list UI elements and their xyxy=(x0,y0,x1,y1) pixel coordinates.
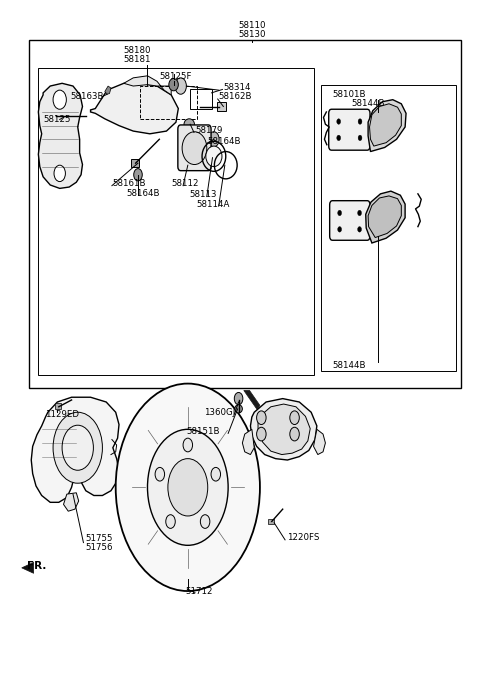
Circle shape xyxy=(155,467,165,481)
Text: 51756: 51756 xyxy=(86,543,113,552)
Circle shape xyxy=(200,515,210,528)
Text: 58164B: 58164B xyxy=(208,137,241,146)
Circle shape xyxy=(175,78,186,94)
Circle shape xyxy=(168,459,208,516)
Bar xyxy=(267,519,274,524)
Text: 58110: 58110 xyxy=(238,21,265,30)
Polygon shape xyxy=(242,429,254,455)
Circle shape xyxy=(54,165,65,182)
Circle shape xyxy=(358,135,362,140)
Text: 1129ED: 1129ED xyxy=(46,410,80,419)
Text: 58162B: 58162B xyxy=(219,92,252,101)
Circle shape xyxy=(62,425,94,471)
Circle shape xyxy=(337,119,341,125)
Circle shape xyxy=(338,226,342,232)
Circle shape xyxy=(183,438,192,452)
Text: 58125: 58125 xyxy=(43,115,71,124)
Ellipse shape xyxy=(235,405,242,413)
Polygon shape xyxy=(91,83,179,133)
Circle shape xyxy=(290,427,300,441)
Text: 58151B: 58151B xyxy=(186,427,220,436)
Text: 58180: 58180 xyxy=(124,46,151,55)
Polygon shape xyxy=(370,104,401,146)
Bar xyxy=(217,103,226,111)
Polygon shape xyxy=(124,76,171,95)
Ellipse shape xyxy=(206,146,222,166)
Polygon shape xyxy=(251,398,317,460)
Circle shape xyxy=(116,384,260,591)
Polygon shape xyxy=(105,86,111,94)
Text: 58161B: 58161B xyxy=(113,179,146,188)
FancyBboxPatch shape xyxy=(178,125,211,171)
Bar xyxy=(55,403,61,409)
Text: 58114A: 58114A xyxy=(196,200,230,208)
Bar xyxy=(321,85,456,372)
Text: 58164B: 58164B xyxy=(126,189,160,197)
Circle shape xyxy=(211,467,220,481)
Circle shape xyxy=(338,211,342,216)
Circle shape xyxy=(53,90,66,109)
Polygon shape xyxy=(38,83,83,189)
Text: 58181: 58181 xyxy=(124,55,151,64)
Bar xyxy=(140,86,197,119)
Circle shape xyxy=(337,135,341,140)
Text: 1220FS: 1220FS xyxy=(288,533,320,542)
Ellipse shape xyxy=(182,132,207,164)
Polygon shape xyxy=(366,191,405,243)
FancyBboxPatch shape xyxy=(329,109,370,150)
Text: 58112: 58112 xyxy=(172,179,199,188)
Text: 51755: 51755 xyxy=(86,534,113,543)
Polygon shape xyxy=(313,429,325,455)
Text: FR.: FR. xyxy=(27,561,47,571)
Text: 58101B: 58101B xyxy=(333,90,366,99)
Polygon shape xyxy=(244,390,260,409)
Text: 58179: 58179 xyxy=(195,126,222,135)
Bar xyxy=(190,89,212,109)
Text: 58130: 58130 xyxy=(238,30,265,39)
Polygon shape xyxy=(368,100,406,151)
Circle shape xyxy=(257,427,266,441)
Text: 58163B: 58163B xyxy=(71,92,104,101)
Bar xyxy=(131,159,139,167)
Circle shape xyxy=(290,411,300,424)
Text: 58125F: 58125F xyxy=(159,72,192,81)
Bar xyxy=(29,41,461,388)
Circle shape xyxy=(358,119,362,125)
FancyBboxPatch shape xyxy=(330,201,370,240)
Text: 51712: 51712 xyxy=(185,587,213,596)
Text: 58144B: 58144B xyxy=(351,99,385,108)
Polygon shape xyxy=(22,562,34,573)
Circle shape xyxy=(166,515,175,528)
Text: 1360GJ: 1360GJ xyxy=(204,408,236,417)
Polygon shape xyxy=(258,404,310,455)
Polygon shape xyxy=(63,493,79,511)
Ellipse shape xyxy=(184,119,194,130)
Bar xyxy=(38,67,313,375)
Circle shape xyxy=(134,169,142,181)
Polygon shape xyxy=(368,196,401,237)
Text: 58144B: 58144B xyxy=(333,361,366,370)
Polygon shape xyxy=(31,397,119,502)
Circle shape xyxy=(257,411,266,424)
Circle shape xyxy=(358,211,361,216)
Circle shape xyxy=(53,412,102,483)
Circle shape xyxy=(147,429,228,546)
Circle shape xyxy=(209,132,219,147)
Circle shape xyxy=(234,392,243,405)
Text: 58113: 58113 xyxy=(189,190,217,199)
Text: 58314: 58314 xyxy=(223,83,251,92)
Circle shape xyxy=(51,109,60,123)
Circle shape xyxy=(358,226,361,232)
Ellipse shape xyxy=(169,78,179,91)
